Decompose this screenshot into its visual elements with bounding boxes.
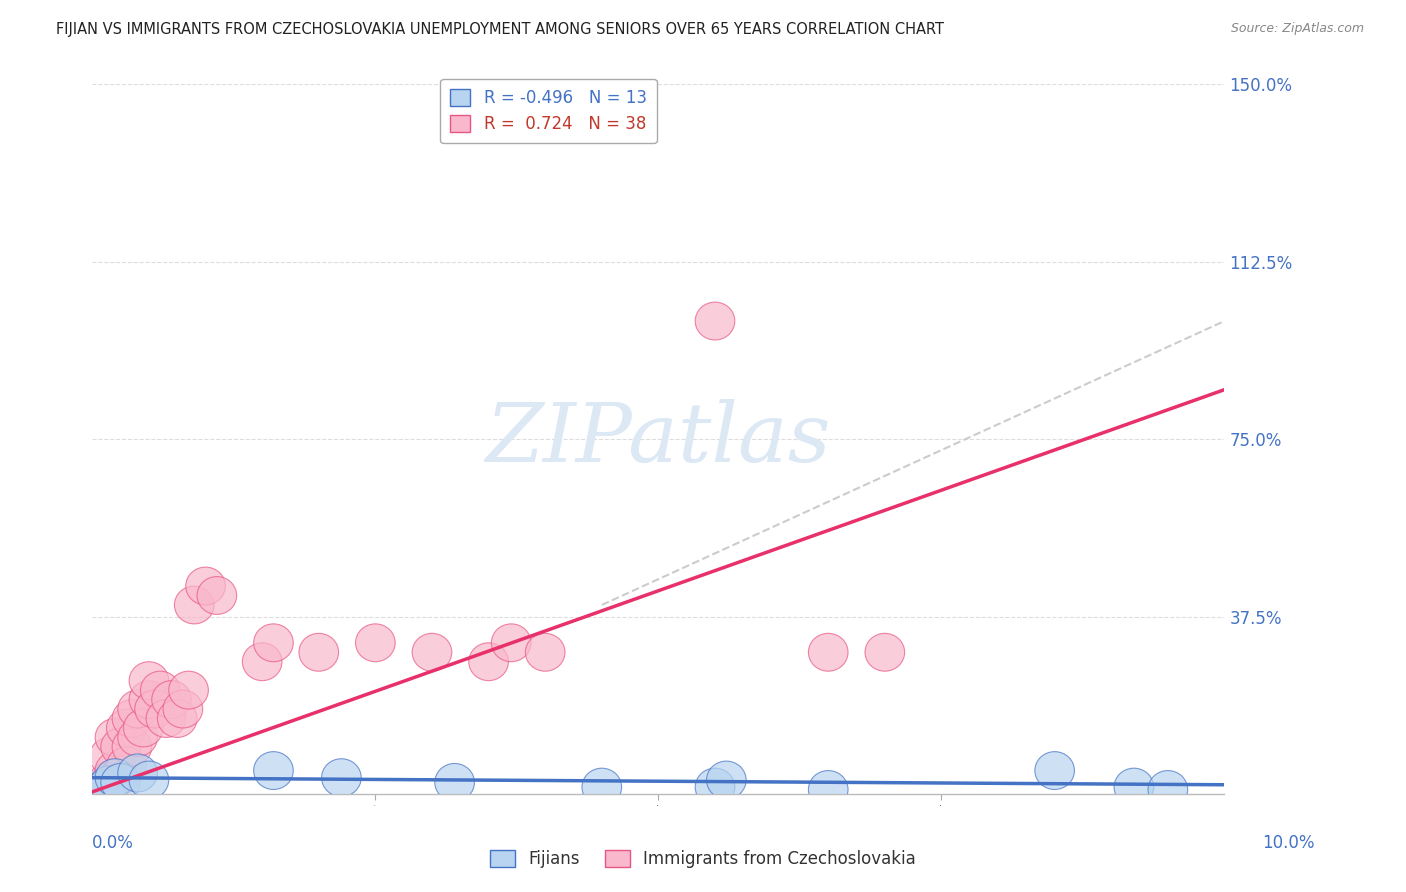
Ellipse shape <box>118 719 157 756</box>
Ellipse shape <box>79 773 118 811</box>
Ellipse shape <box>135 690 174 728</box>
Ellipse shape <box>468 643 509 681</box>
Ellipse shape <box>163 690 202 728</box>
Ellipse shape <box>90 761 129 799</box>
Ellipse shape <box>101 728 141 766</box>
Ellipse shape <box>107 747 146 785</box>
Ellipse shape <box>96 759 135 797</box>
Ellipse shape <box>322 759 361 797</box>
Ellipse shape <box>526 633 565 671</box>
Ellipse shape <box>96 752 135 789</box>
Legend: Fijians, Immigrants from Czechoslovakia: Fijians, Immigrants from Czechoslovakia <box>484 843 922 875</box>
Ellipse shape <box>79 773 118 811</box>
Ellipse shape <box>112 699 152 738</box>
Ellipse shape <box>129 681 169 719</box>
Text: ZIPatlas: ZIPatlas <box>485 400 831 479</box>
Ellipse shape <box>1035 752 1074 789</box>
Ellipse shape <box>492 624 531 662</box>
Legend: R = -0.496   N = 13, R =  0.724   N = 38: R = -0.496 N = 13, R = 0.724 N = 38 <box>440 78 657 144</box>
Ellipse shape <box>582 768 621 806</box>
Ellipse shape <box>1149 771 1188 808</box>
Ellipse shape <box>112 728 152 766</box>
Ellipse shape <box>242 643 283 681</box>
Ellipse shape <box>865 633 904 671</box>
Ellipse shape <box>118 690 157 728</box>
Text: FIJIAN VS IMMIGRANTS FROM CZECHOSLOVAKIA UNEMPLOYMENT AMONG SENIORS OVER 65 YEAR: FIJIAN VS IMMIGRANTS FROM CZECHOSLOVAKIA… <box>56 22 945 37</box>
Ellipse shape <box>129 662 169 699</box>
Text: Source: ZipAtlas.com: Source: ZipAtlas.com <box>1230 22 1364 36</box>
Ellipse shape <box>299 633 339 671</box>
Ellipse shape <box>808 771 848 808</box>
Ellipse shape <box>186 567 225 605</box>
Ellipse shape <box>90 738 129 775</box>
Ellipse shape <box>169 671 208 709</box>
Ellipse shape <box>118 754 157 792</box>
Ellipse shape <box>174 586 214 624</box>
Ellipse shape <box>84 771 124 808</box>
Ellipse shape <box>84 768 124 806</box>
Ellipse shape <box>129 761 169 799</box>
Ellipse shape <box>1114 768 1154 806</box>
Ellipse shape <box>356 624 395 662</box>
Ellipse shape <box>808 633 848 671</box>
Ellipse shape <box>152 681 191 719</box>
Ellipse shape <box>707 761 747 799</box>
Ellipse shape <box>412 633 451 671</box>
Ellipse shape <box>253 752 294 789</box>
Ellipse shape <box>695 768 735 806</box>
Ellipse shape <box>695 302 735 340</box>
Ellipse shape <box>197 576 236 615</box>
Text: 0.0%: 0.0% <box>91 834 134 852</box>
Ellipse shape <box>146 699 186 738</box>
Ellipse shape <box>124 709 163 747</box>
Ellipse shape <box>434 764 474 801</box>
Ellipse shape <box>107 709 146 747</box>
Ellipse shape <box>141 671 180 709</box>
Ellipse shape <box>90 766 129 804</box>
Ellipse shape <box>101 756 141 794</box>
Ellipse shape <box>157 699 197 738</box>
Ellipse shape <box>101 764 141 801</box>
Ellipse shape <box>253 624 294 662</box>
Text: 10.0%: 10.0% <box>1263 834 1315 852</box>
Ellipse shape <box>96 719 135 756</box>
